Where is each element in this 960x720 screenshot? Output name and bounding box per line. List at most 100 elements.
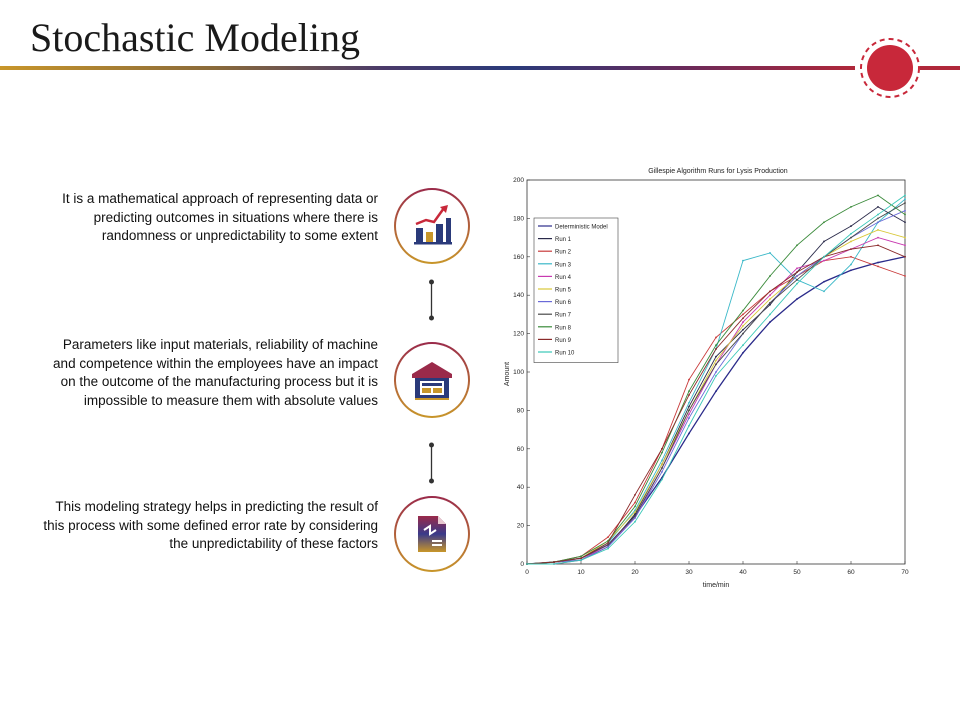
data-point: [823, 221, 825, 224]
data-point: [823, 259, 825, 262]
legend-box: [533, 217, 619, 363]
y-tick-label: 200: [513, 177, 524, 184]
data-point: [850, 240, 852, 243]
data-point: [634, 517, 636, 519]
data-point: [796, 244, 798, 247]
legend-label: Run 2: [555, 250, 572, 256]
data-point: [769, 321, 771, 323]
data-point: [634, 501, 636, 504]
data-point: [850, 248, 852, 251]
data-point: [877, 213, 879, 216]
data-point: [877, 265, 879, 268]
data-point: [769, 252, 771, 254]
x-tick-label: 30: [685, 569, 693, 576]
data-point: [607, 547, 609, 550]
data-point: [634, 511, 636, 514]
data-point: [904, 202, 906, 204]
y-tick-label: 100: [513, 369, 524, 376]
y-tick-label: 120: [513, 331, 524, 338]
data-point: [661, 478, 663, 481]
data-point: [742, 328, 744, 331]
legend-label: Run 5: [555, 288, 572, 294]
data-point: [634, 520, 636, 523]
legend-label: Run 9: [555, 338, 572, 344]
data-point: [688, 390, 690, 393]
data-point: [688, 394, 690, 396]
x-tick-label: 50: [793, 569, 801, 576]
data-point: [715, 374, 717, 377]
data-point: [769, 301, 771, 304]
data-point: [688, 378, 690, 381]
data-point: [742, 321, 744, 323]
data-point: [796, 275, 798, 277]
chart: Gillespie Algorithm Runs for Lysis Produ…: [496, 160, 920, 596]
data-point: [769, 290, 771, 293]
connector-line-1: [429, 279, 434, 321]
x-tick-label: 70: [901, 569, 909, 576]
data-point: [688, 432, 690, 435]
data-point: [715, 371, 717, 373]
data-point: [877, 244, 879, 247]
legend-label: Run 3: [555, 262, 572, 268]
item-description-1: It is a mathematical approach of represe…: [62, 191, 378, 243]
decorative-target-badge: [860, 38, 920, 98]
y-tick-label: 140: [513, 292, 524, 299]
data-point: [850, 205, 852, 208]
legend-label: Run 7: [555, 313, 572, 319]
data-point: [904, 244, 906, 247]
data-point: [661, 447, 663, 450]
document-flow-icon: [418, 516, 446, 552]
data-point: [715, 390, 717, 393]
data-point: [715, 336, 717, 339]
data-point: [661, 463, 663, 466]
data-point: [661, 459, 663, 462]
data-point: [661, 470, 663, 473]
data-point: [904, 209, 906, 212]
data-point: [850, 232, 852, 235]
data-point: [769, 313, 771, 316]
data-point: [580, 557, 582, 560]
data-point: [634, 505, 636, 508]
data-point: [742, 325, 744, 327]
data-point: [904, 194, 906, 197]
data-point: [715, 359, 717, 362]
legend-label: Run 1: [555, 237, 572, 243]
data-point: [796, 282, 798, 285]
page-title: Stochastic Modeling: [30, 15, 360, 60]
data-point: [904, 236, 906, 239]
data-point: [742, 332, 744, 335]
data-point: [742, 351, 744, 354]
data-point: [661, 451, 663, 454]
data-point: [904, 255, 906, 258]
data-point: [850, 263, 852, 266]
data-point: [877, 194, 879, 197]
title-divider-end: [920, 66, 960, 70]
legend-label: Run 4: [555, 275, 572, 281]
data-point: [877, 229, 879, 231]
x-tick-label: 20: [631, 569, 639, 576]
data-point: [877, 236, 879, 239]
data-point: [634, 493, 636, 496]
y-tick-label: 40: [517, 484, 525, 491]
item-icon-circle-2: [394, 342, 470, 418]
data-point: [796, 271, 798, 274]
y-tick-label: 80: [517, 407, 525, 414]
data-point: [688, 417, 690, 419]
data-point: [688, 424, 690, 427]
y-tick-label: 180: [513, 215, 524, 222]
data-point: [715, 363, 717, 366]
warehouse-icon: [412, 362, 452, 400]
chart-xlabel: time/min: [703, 582, 730, 589]
data-point: [823, 255, 825, 258]
data-point: [823, 290, 825, 293]
data-point: [715, 348, 717, 350]
data-point: [526, 563, 528, 565]
data-point: [877, 205, 879, 208]
data-point: [850, 236, 852, 239]
data-point: [877, 221, 879, 224]
data-point: [742, 344, 744, 347]
data-point: [742, 317, 744, 320]
data-point: [823, 280, 825, 283]
data-point: [688, 409, 690, 412]
data-point: [823, 240, 825, 243]
